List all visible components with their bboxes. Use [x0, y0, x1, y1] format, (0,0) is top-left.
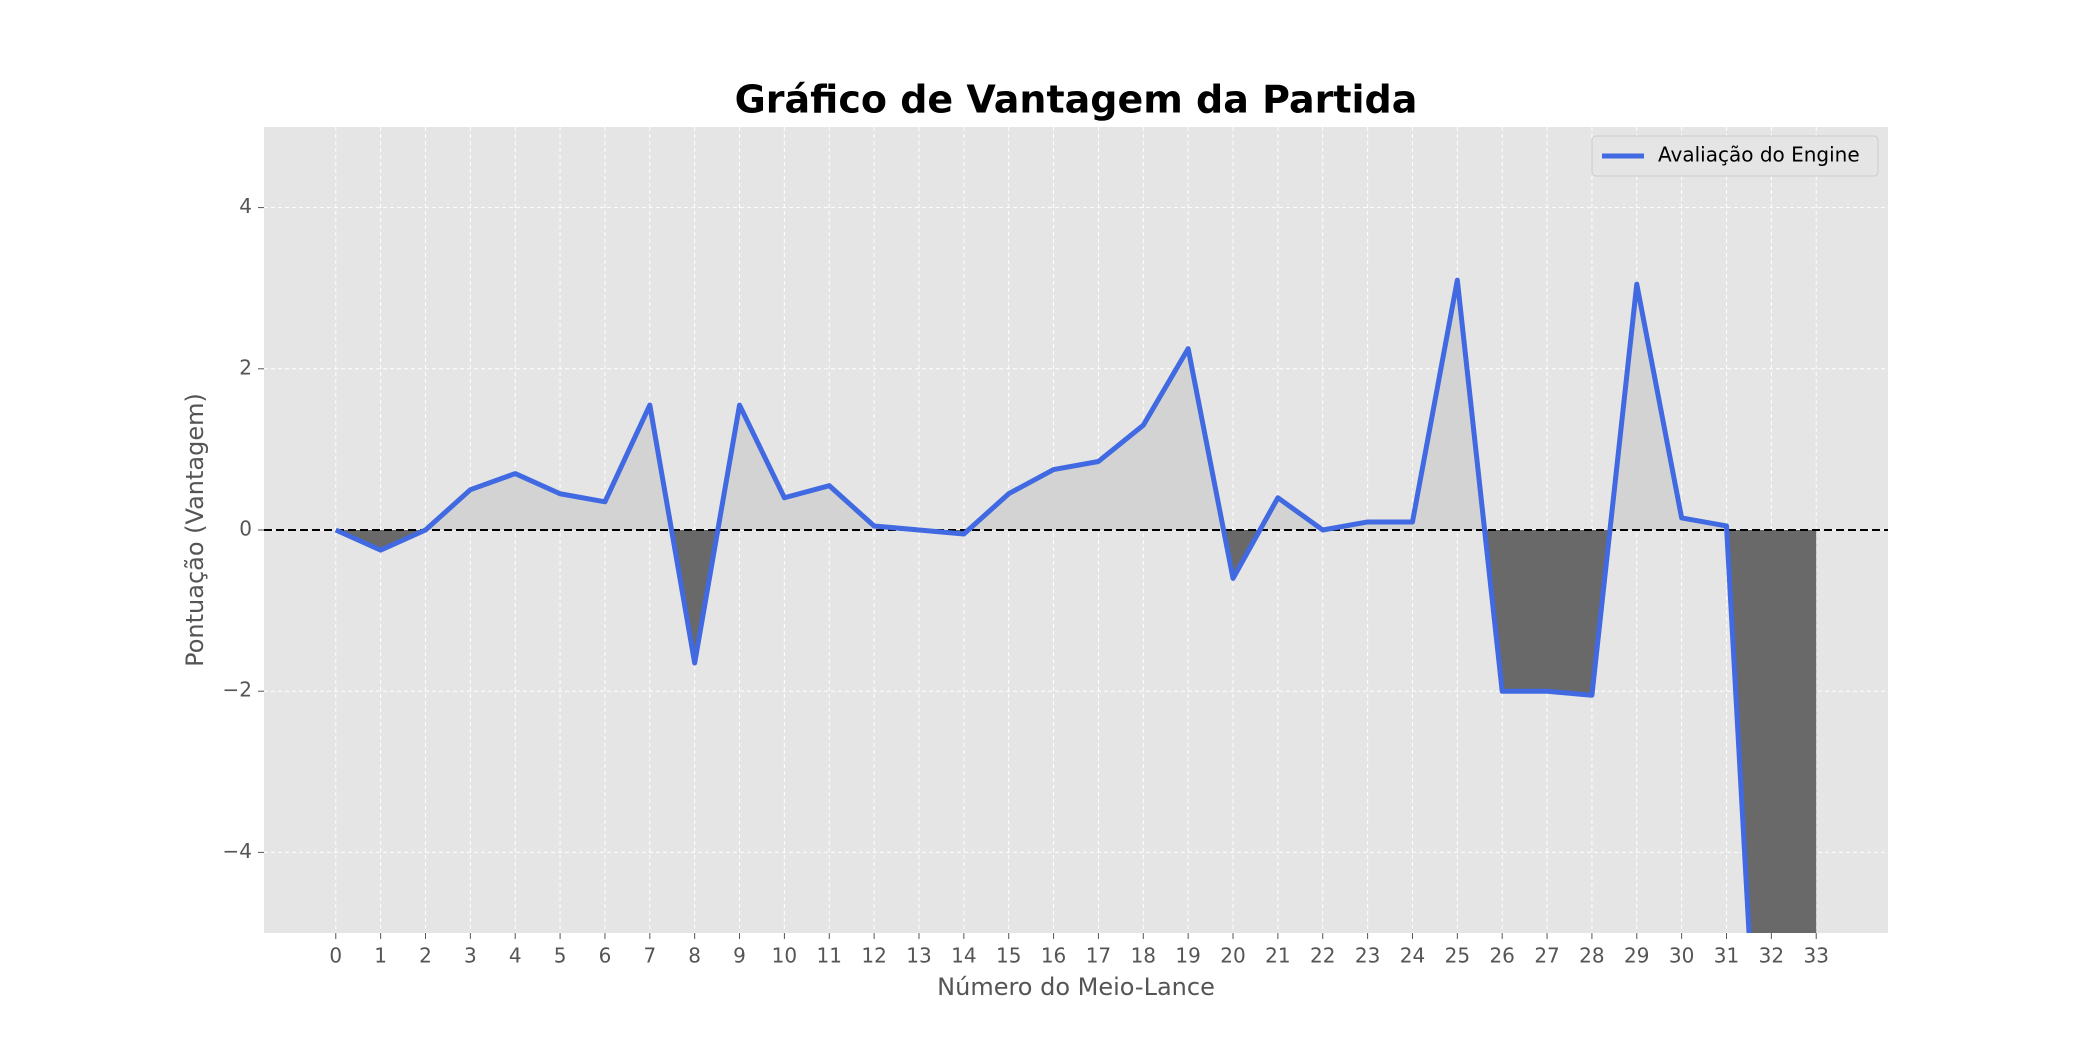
- x-tick-label: 4: [509, 944, 522, 968]
- x-tick-label: 0: [329, 944, 342, 968]
- x-tick-label: 30: [1669, 944, 1694, 968]
- x-tick-label: 7: [643, 944, 656, 968]
- y-tick-label: 0: [239, 517, 252, 541]
- x-tick-label: 27: [1534, 944, 1559, 968]
- x-tick-label: 28: [1579, 944, 1604, 968]
- x-tick-label: 5: [554, 944, 567, 968]
- x-tick-label: 11: [817, 944, 842, 968]
- x-tick-label: 21: [1265, 944, 1290, 968]
- y-axis-label: Pontuação (Vantagem): [181, 393, 209, 667]
- chart-title: Gráfico de Vantagem da Partida: [735, 78, 1418, 122]
- y-tick-label: 2: [239, 355, 252, 379]
- x-tick-label: 13: [906, 944, 931, 968]
- x-tick-label: 32: [1759, 944, 1784, 968]
- x-tick-label: 17: [1086, 944, 1111, 968]
- x-tick-label: 19: [1175, 944, 1200, 968]
- x-tick-label: 2: [419, 944, 432, 968]
- x-tick-label: 24: [1400, 944, 1425, 968]
- x-tick-label: 31: [1714, 944, 1739, 968]
- x-tick-label: 9: [733, 944, 746, 968]
- x-tick-label: 10: [772, 944, 797, 968]
- x-tick-label: 18: [1131, 944, 1156, 968]
- plot-content: [264, 277, 1888, 933]
- x-tick-label: 25: [1445, 944, 1470, 968]
- x-tick-label: 16: [1041, 944, 1066, 968]
- line: [334, 277, 1752, 933]
- legend-label: Avaliação do Engine: [1658, 143, 1860, 167]
- x-tick-label: 3: [464, 944, 477, 968]
- x-axis-label: Número do Meio-Lance: [937, 973, 1215, 1001]
- y-tick-label: −2: [223, 678, 252, 702]
- x-tick-label: 22: [1310, 944, 1335, 968]
- x-tick-label: 26: [1489, 944, 1514, 968]
- x-tick-label: 12: [861, 944, 886, 968]
- x-tick-label: 1: [374, 944, 387, 968]
- x-tick-label: 15: [996, 944, 1021, 968]
- legend-box: [1591, 135, 1879, 177]
- x-tick-label: 6: [599, 944, 612, 968]
- x-tick-label: 8: [688, 944, 701, 968]
- y-tick-label: −4: [223, 839, 252, 863]
- x-tick-label: 29: [1624, 944, 1649, 968]
- x-tick-label: 33: [1803, 944, 1828, 968]
- x-tick-label: 23: [1355, 944, 1380, 968]
- y-tick-label: 4: [239, 194, 252, 218]
- x-tick-label: 14: [951, 944, 976, 968]
- x-tick-label: 20: [1220, 944, 1245, 968]
